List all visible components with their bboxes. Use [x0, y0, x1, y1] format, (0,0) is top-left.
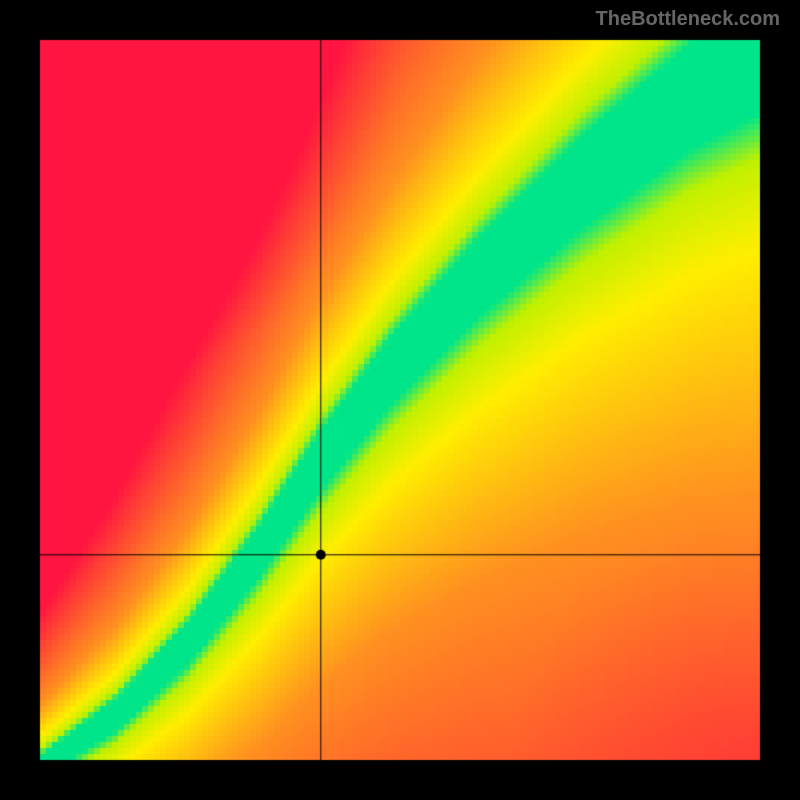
bottleneck-heatmap-container: TheBottleneck.com — [0, 0, 800, 800]
heatmap-canvas — [0, 0, 800, 800]
watermark-text: TheBottleneck.com — [596, 8, 780, 31]
